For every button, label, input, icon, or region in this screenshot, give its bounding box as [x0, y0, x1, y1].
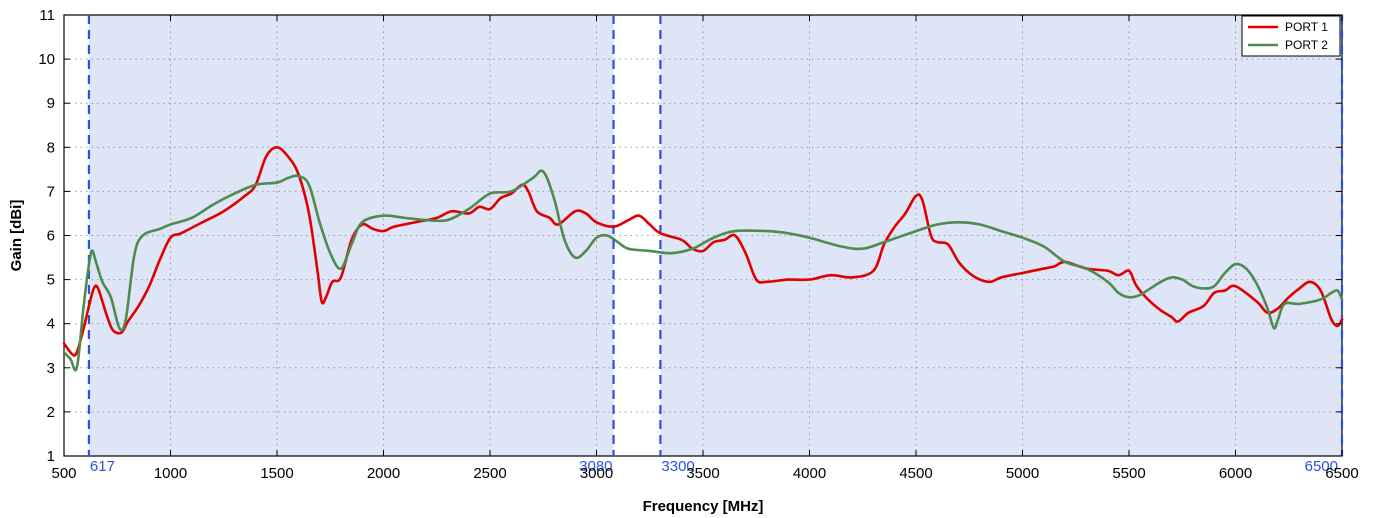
x-axis-ticks: 500 1000 1500 2000 2500 3000 3500 4000 4500 5000 5…: [51, 15, 1359, 482]
x-tick-label: 3500: [686, 465, 719, 482]
y-tick-label: 10: [38, 51, 55, 68]
y-tick-label: 3: [47, 360, 55, 377]
legend-label-port-1: PORT 1: [1285, 20, 1328, 34]
y-tick-label: 5: [47, 272, 55, 289]
y-tick-label: 4: [47, 316, 55, 333]
y-tick-label: 9: [47, 95, 55, 112]
x-tick-label: 4500: [899, 465, 932, 482]
x-tick-label: 2000: [367, 465, 400, 482]
band-markers: 617 3080 3300 6500: [87, 15, 1344, 475]
x-tick-label: 1000: [154, 465, 187, 482]
y-tick-label: 1: [47, 448, 55, 465]
x-tick-label: 6000: [1219, 465, 1252, 482]
y-tick-label: 8: [47, 139, 55, 156]
legend-box: [1241, 15, 1341, 57]
series-line-port-1: [62, 146, 1344, 357]
x-tick-label: 1500: [260, 465, 293, 482]
y-tick-label: 6: [47, 228, 55, 245]
marker-label-617: 617: [90, 458, 115, 475]
x-tick-label: 6500: [1325, 465, 1358, 482]
x-axis-title: Frequency [MHz]: [643, 498, 764, 515]
y-axis-title: Gain [dBi]: [8, 200, 25, 272]
x-tick-label: 5500: [1112, 465, 1145, 482]
grid: [64, 15, 1342, 456]
y-tick-label: 11: [39, 7, 55, 24]
x-tick-label: 500: [51, 465, 76, 482]
y-axis-ticks: 1 2 3 4 5 6 7 8 9 10 11: [38, 7, 1342, 465]
y-tick-label: 7: [47, 183, 55, 200]
x-tick-label: 2500: [473, 465, 506, 482]
series-lines: [62, 146, 1344, 372]
x-tick-label: 5000: [1006, 465, 1039, 482]
x-tick-label: 3000: [580, 465, 613, 482]
legend: PORT 1 PORT 2: [1241, 15, 1341, 57]
y-tick-label: 2: [47, 404, 55, 421]
series-line-port-2: [62, 169, 1344, 372]
marker-label-3080: 3080: [579, 458, 612, 475]
legend-label-port-2: PORT 2: [1285, 38, 1328, 52]
marker-label-6500: 6500: [1305, 458, 1338, 475]
x-tick-label: 4000: [793, 465, 826, 482]
marker-label-3300: 3300: [661, 458, 694, 475]
